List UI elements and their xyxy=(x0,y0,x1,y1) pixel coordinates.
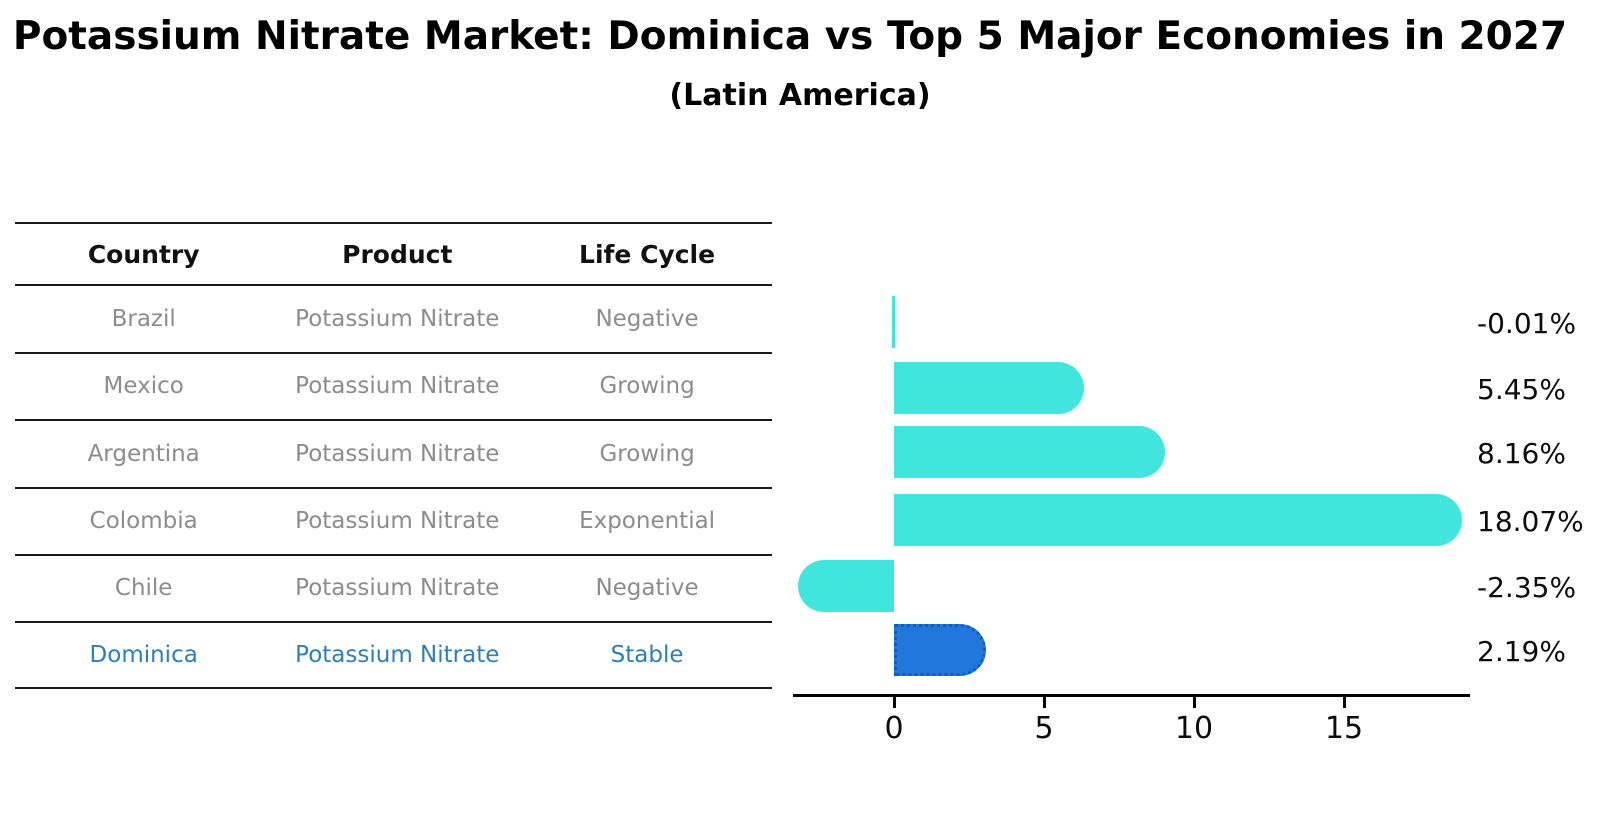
table-separator-line xyxy=(15,687,772,689)
cell-product: Potassium Nitrate xyxy=(295,373,500,399)
value-label-colombia: 18.07% xyxy=(1477,505,1584,538)
cell-product: Potassium Nitrate xyxy=(295,575,500,601)
cell-life-cycle: Negative xyxy=(595,575,699,601)
column-header-life-cycle: Life Cycle xyxy=(579,239,716,269)
bar-brazil xyxy=(892,296,895,348)
cell-country: Argentina xyxy=(87,441,200,467)
x-axis-tick-label: 5 xyxy=(1034,711,1054,746)
bar-argentina xyxy=(894,426,1165,478)
cell-product: Potassium Nitrate xyxy=(295,642,500,668)
table-row-colombia: Colombia Potassium Nitrate Exponential xyxy=(15,504,772,538)
cell-life-cycle: Exponential xyxy=(579,508,716,534)
table-separator-line xyxy=(15,487,772,489)
bar-colombia xyxy=(894,494,1463,546)
bar-mexico xyxy=(894,362,1084,414)
column-header-product: Product xyxy=(342,239,453,269)
table-row-argentina: Argentina Potassium Nitrate Growing xyxy=(15,437,772,471)
bar-dominica xyxy=(894,624,986,676)
table-separator-line xyxy=(15,554,772,556)
x-axis-line xyxy=(793,694,1470,697)
value-label-brazil: -0.01% xyxy=(1477,307,1577,340)
cell-country: Mexico xyxy=(103,373,184,399)
cell-product: Potassium Nitrate xyxy=(295,441,500,467)
bar-chile xyxy=(797,560,894,612)
cell-life-cycle: Growing xyxy=(599,441,695,467)
cell-country: Dominica xyxy=(89,642,198,668)
x-axis-tick-0 xyxy=(893,697,896,708)
table-row-brazil: Brazil Potassium Nitrate Negative xyxy=(15,302,772,336)
table-separator-line xyxy=(15,621,772,623)
x-axis-tick-5 xyxy=(1043,697,1046,708)
table-separator-line xyxy=(15,419,772,421)
cell-product: Potassium Nitrate xyxy=(295,306,500,332)
cell-product: Potassium Nitrate xyxy=(295,508,500,534)
table-separator-line xyxy=(15,284,772,286)
chart-subtitle: (Latin America) xyxy=(669,78,931,113)
value-label-argentina: 8.16% xyxy=(1477,437,1566,470)
cell-country: Colombia xyxy=(89,508,198,534)
cell-life-cycle: Growing xyxy=(599,373,695,399)
x-axis-tick-label: 0 xyxy=(884,711,904,746)
table-header-row: Country Product Life Cycle xyxy=(15,237,772,271)
column-header-country: Country xyxy=(87,239,200,269)
x-axis-tick-label: 10 xyxy=(1174,711,1214,746)
table-row-mexico: Mexico Potassium Nitrate Growing xyxy=(15,369,772,403)
x-axis-tick-15 xyxy=(1343,697,1346,708)
cell-life-cycle: Stable xyxy=(610,642,684,668)
x-axis-tick-label: 15 xyxy=(1324,711,1364,746)
table-separator-line xyxy=(15,352,772,354)
cell-country: Chile xyxy=(114,575,173,601)
cell-country: Brazil xyxy=(111,306,176,332)
table-separator-line xyxy=(15,222,772,224)
table-row-chile: Chile Potassium Nitrate Negative xyxy=(15,571,772,605)
x-axis-tick-10 xyxy=(1193,697,1196,708)
value-label-chile: -2.35% xyxy=(1477,571,1577,604)
value-label-dominica: 2.19% xyxy=(1477,635,1566,668)
cell-life-cycle: Negative xyxy=(595,306,699,332)
table-row-dominica: Dominica Potassium Nitrate Stable xyxy=(15,638,772,672)
chart-title: Potassium Nitrate Market: Dominica vs To… xyxy=(12,14,1568,59)
value-label-mexico: 5.45% xyxy=(1477,373,1566,406)
